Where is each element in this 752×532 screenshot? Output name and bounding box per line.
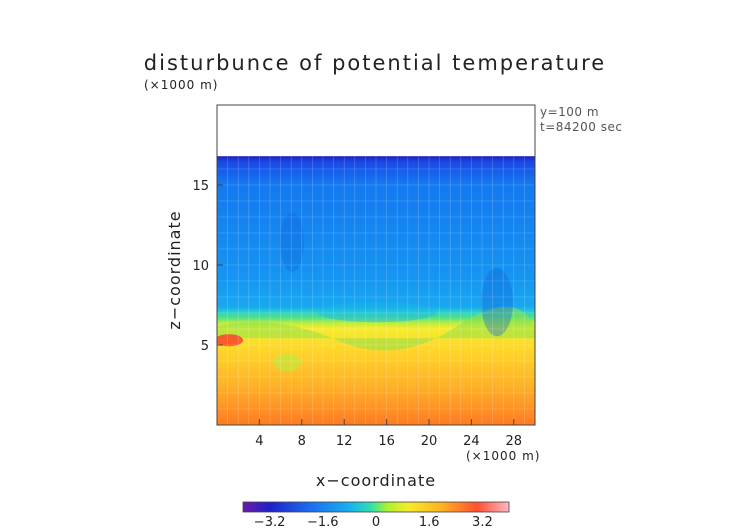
- annotation-y-position: y=100 m: [540, 105, 599, 119]
- x-tick-label: 8: [298, 434, 306, 449]
- y-tick-label: 15: [192, 179, 209, 194]
- x-tick-label: 28: [506, 434, 523, 449]
- y-tick-label: 10: [192, 259, 209, 274]
- mixing-zone: [317, 302, 437, 323]
- y-axis-label: z−coordinate: [165, 210, 184, 329]
- y-axis-unit: (×1000 m): [144, 78, 218, 92]
- plot-area: [217, 156, 535, 425]
- cold-eddy: [280, 212, 304, 273]
- cold-plume: [481, 268, 513, 337]
- x-axis-unit: (×1000 m): [466, 449, 540, 463]
- y-axis: 5 10 15: [192, 179, 223, 354]
- temperature-field: [217, 156, 535, 425]
- colorbar-tick-label: 3.2: [472, 515, 493, 530]
- x-axis-label: x−coordinate: [316, 471, 436, 490]
- y-tick-label: 5: [201, 339, 209, 354]
- x-tick-label: 16: [378, 434, 395, 449]
- colorbar-tick-label: 1.6: [419, 515, 440, 530]
- warm-core: [217, 334, 243, 347]
- colorbar-tick-label: −3.2: [254, 515, 286, 530]
- grid-lines: [217, 156, 535, 425]
- chart-title: disturbunce of potential temperature: [144, 51, 606, 75]
- field-structures: [217, 212, 535, 372]
- inversion-band: [217, 306, 535, 351]
- x-tick-label: 4: [255, 434, 263, 449]
- x-tick-label: 24: [463, 434, 480, 449]
- colorbar-ticks: −3.2 −1.6 0 1.6 3.2: [254, 515, 493, 530]
- colorbar: [242, 501, 510, 513]
- x-tick-label: 12: [336, 434, 353, 449]
- cool-pocket: [273, 353, 301, 372]
- colorbar-tick-label: 0: [372, 515, 380, 530]
- x-axis: 4 8 12 16 20 24 28: [255, 419, 522, 449]
- x-tick-label: 20: [421, 434, 438, 449]
- annotation-time: t=84200 sec: [540, 120, 622, 134]
- colorbar-tick-label: −1.6: [307, 515, 339, 530]
